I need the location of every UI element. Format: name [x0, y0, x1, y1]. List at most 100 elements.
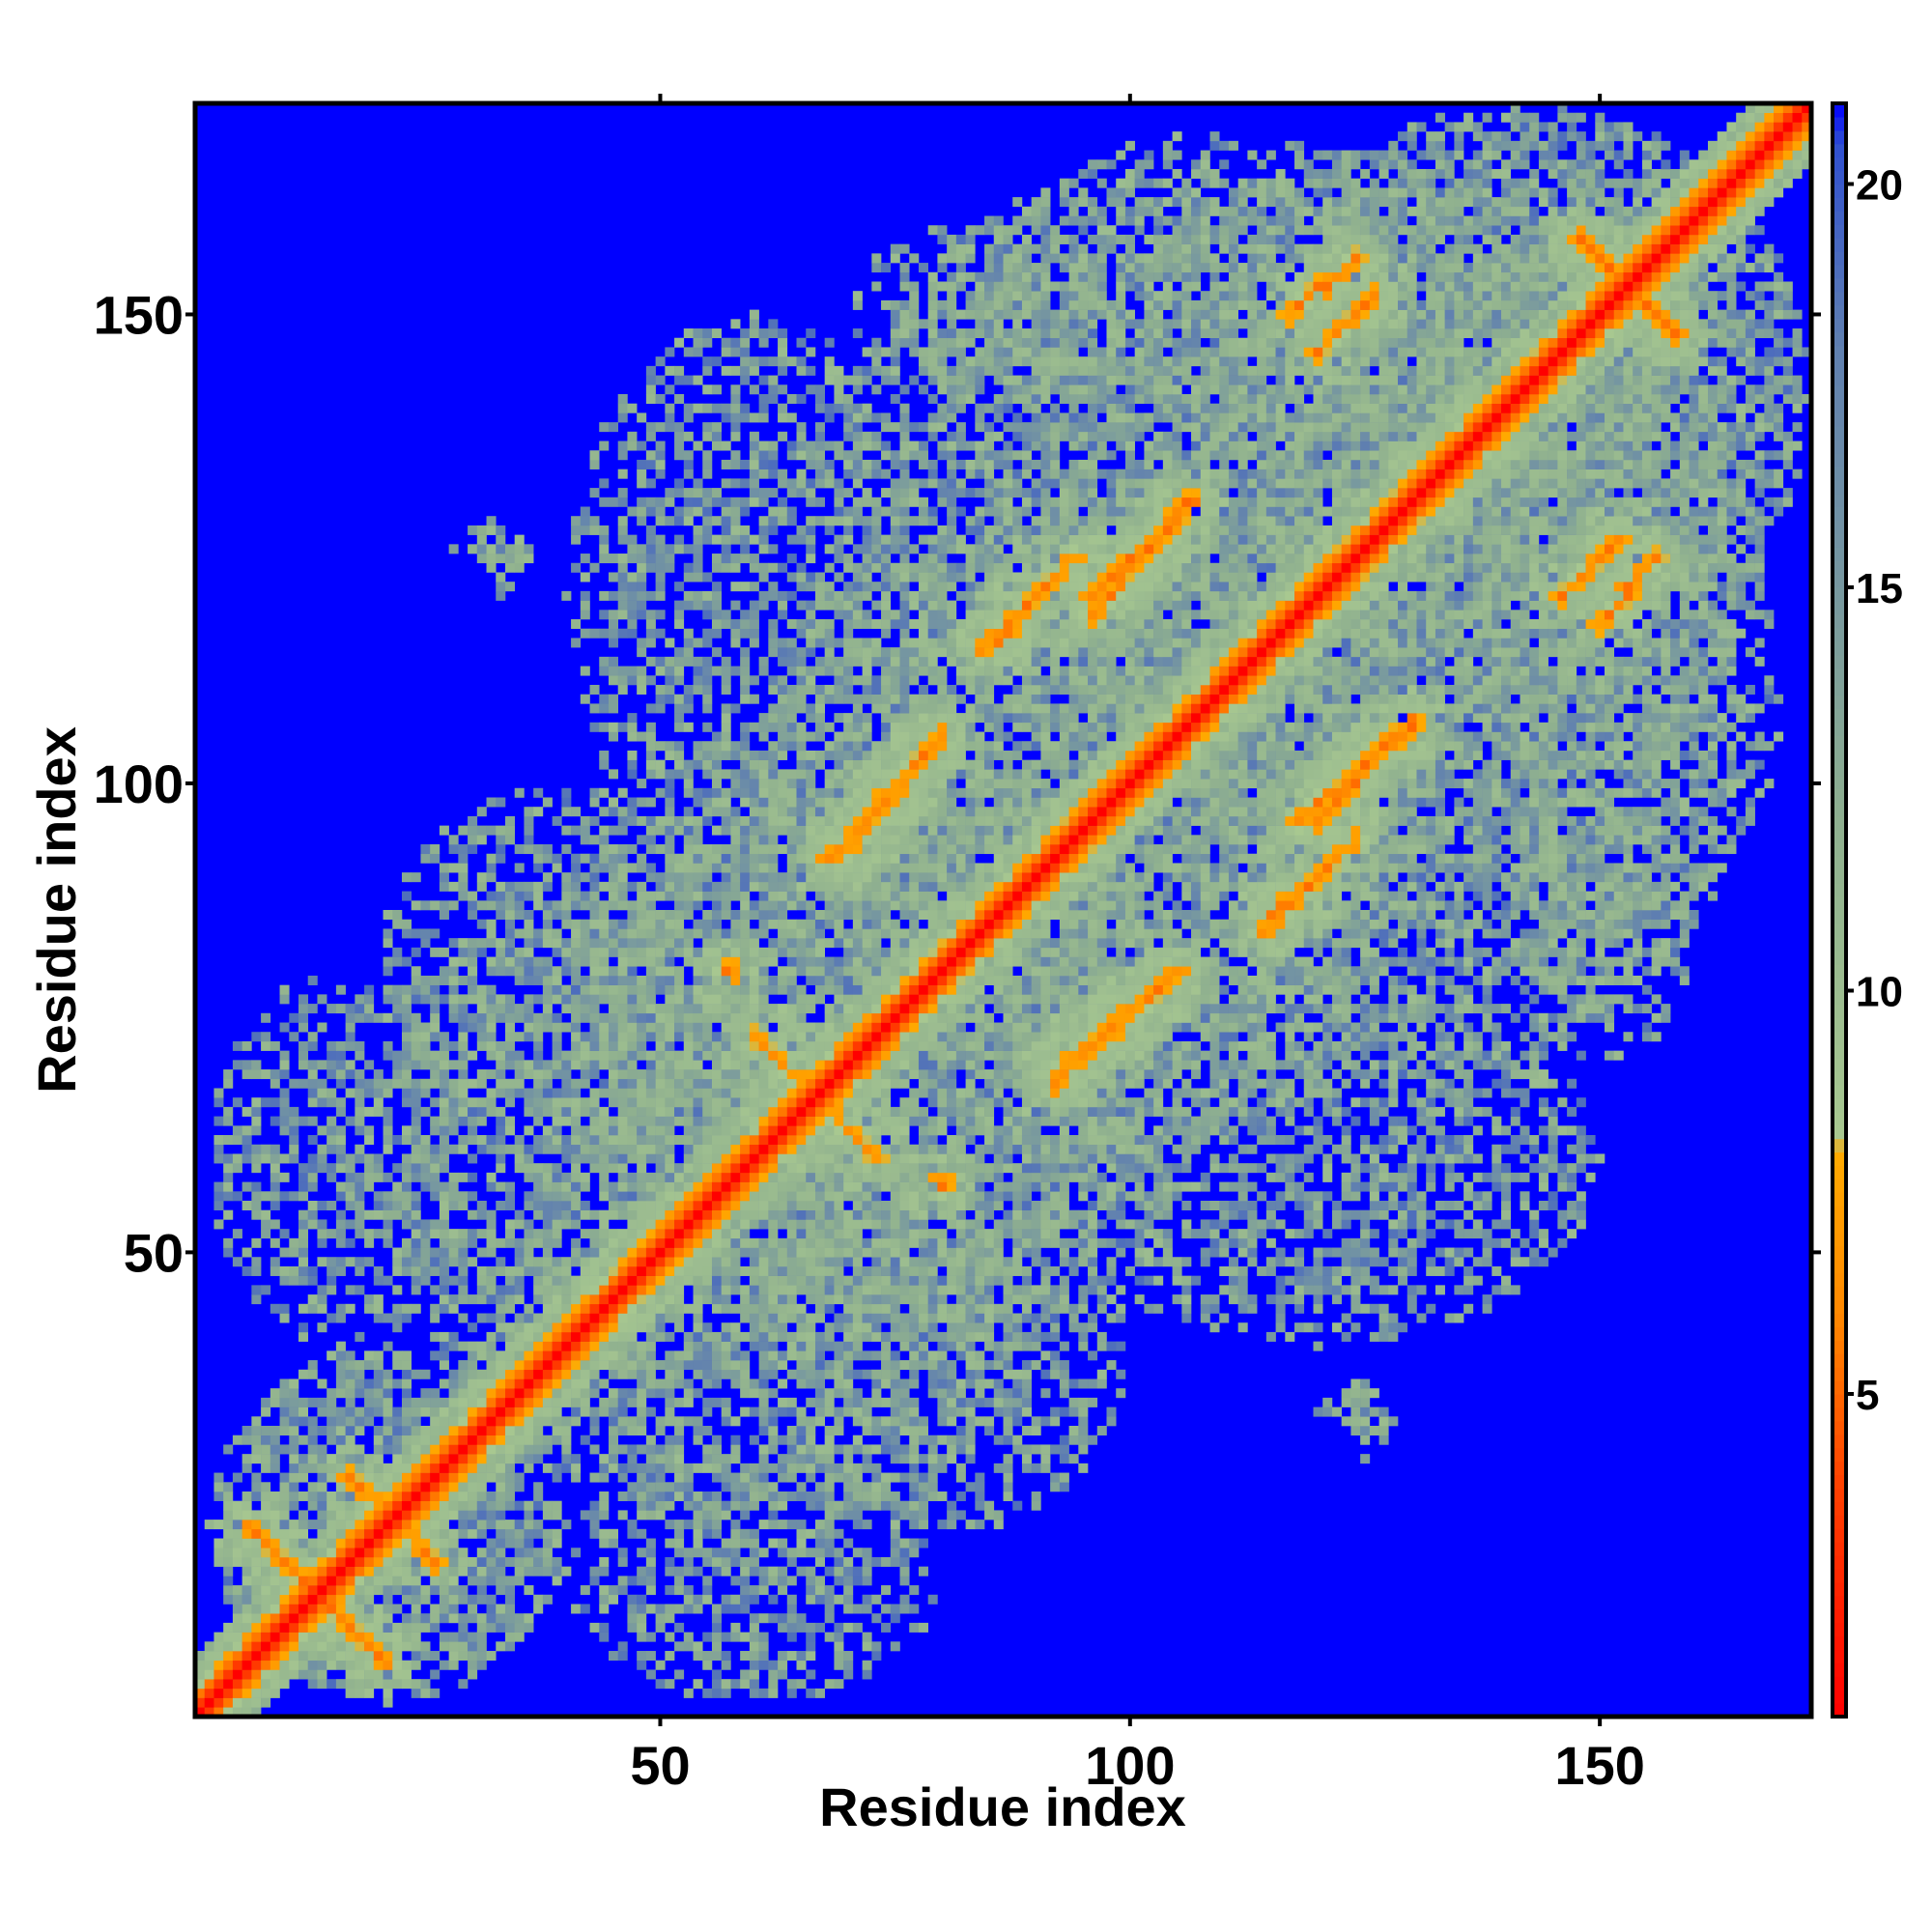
heatmap-cell [730, 825, 741, 836]
heatmap-cell [806, 910, 816, 921]
heatmap-cell [251, 1472, 262, 1483]
heatmap-cell [693, 835, 703, 845]
heatmap-cell [683, 1069, 694, 1080]
heatmap-cell [674, 1097, 685, 1108]
heatmap-cell [524, 825, 534, 836]
heatmap-cell [740, 1004, 751, 1014]
heatmap-cell [430, 1181, 440, 1192]
heatmap-cell [383, 1548, 393, 1558]
heatmap-cell [411, 975, 421, 985]
heatmap-cell [768, 787, 779, 798]
heatmap-cell [542, 938, 553, 949]
heatmap-cell [335, 1004, 346, 1014]
heatmap-cell [806, 1369, 816, 1379]
heatmap-cell [645, 525, 656, 535]
heatmap-cell [261, 1641, 271, 1652]
heatmap-cell [383, 1341, 393, 1351]
heatmap-cell [655, 610, 666, 620]
heatmap-cell [702, 1004, 713, 1014]
heatmap-cell [486, 1294, 497, 1305]
heatmap-cell [213, 1688, 224, 1698]
heatmap-cell [335, 1585, 346, 1596]
heatmap-cell [702, 1576, 713, 1586]
heatmap-cell [814, 1576, 825, 1586]
heatmap-cell [796, 844, 807, 855]
heatmap-cell [430, 1604, 440, 1614]
heatmap-cell [768, 1491, 779, 1501]
heatmap-cell [345, 1679, 355, 1690]
heatmap-cell [758, 1566, 769, 1577]
heatmap-cell [740, 722, 751, 732]
heatmap-cell [814, 1088, 825, 1098]
heatmap-cell [599, 750, 610, 760]
heatmap-cell [608, 1388, 619, 1399]
heatmap-cell [796, 1360, 807, 1371]
heatmap-cell [420, 1265, 431, 1276]
heatmap-cell [778, 347, 788, 357]
heatmap-cell [683, 1556, 694, 1567]
heatmap-cell [430, 1406, 440, 1417]
heatmap-cell [458, 1510, 469, 1520]
heatmap-cell [561, 1257, 572, 1267]
heatmap-cell [589, 1510, 600, 1520]
heatmap-cell [468, 1022, 478, 1033]
heatmap-cell [608, 422, 619, 433]
heatmap-cell [327, 1660, 337, 1670]
heatmap-cell [571, 1406, 582, 1417]
heatmap-cell [711, 928, 722, 939]
heatmap-cell [711, 1163, 722, 1174]
heatmap-cell [645, 1454, 656, 1464]
heatmap-cell [749, 638, 759, 648]
heatmap-cell [711, 1528, 722, 1539]
heatmap-cell [806, 815, 816, 826]
heatmap-cell [824, 1106, 835, 1117]
heatmap-cell [561, 1060, 572, 1070]
heatmap-cell [806, 1416, 816, 1427]
heatmap-cell [786, 694, 797, 704]
heatmap-cell [674, 1069, 685, 1080]
heatmap-cell [665, 815, 675, 826]
heatmap-cell [721, 347, 731, 357]
heatmap-cell [524, 966, 534, 977]
heatmap-cell [345, 1040, 355, 1051]
heatmap-cell [674, 694, 685, 704]
heatmap-cell [571, 1209, 582, 1220]
heatmap-cell [637, 910, 647, 921]
heatmap-cell [786, 506, 797, 517]
heatmap-cell [627, 1397, 638, 1407]
heatmap-cell [627, 1294, 638, 1305]
heatmap-cell [599, 1116, 610, 1126]
heatmap-cell [373, 1163, 384, 1174]
heatmap-cell [645, 1482, 656, 1492]
heatmap-cell [439, 1406, 449, 1417]
heatmap-cell [392, 1378, 403, 1389]
heatmap-cell [674, 769, 685, 780]
heatmap-cell [401, 1209, 412, 1220]
heatmap-cell [327, 1125, 337, 1136]
heatmap-cell [778, 1163, 788, 1174]
heatmap-cell [768, 1594, 779, 1605]
heatmap-cell [561, 1435, 572, 1445]
heatmap-cell [383, 1585, 393, 1596]
heatmap-cell [327, 1491, 337, 1501]
heatmap-cell [806, 1435, 816, 1445]
heatmap-cell [345, 1585, 355, 1596]
heatmap-cell [665, 554, 675, 564]
heatmap-cell [758, 534, 769, 545]
heatmap-cell [599, 928, 610, 939]
heatmap-cell [345, 1360, 355, 1371]
heatmap-cell [796, 1435, 807, 1445]
heatmap-cell [693, 1388, 703, 1399]
heatmap-cell [448, 1548, 459, 1558]
heatmap-cell [401, 1510, 412, 1520]
heatmap-cell [655, 1303, 666, 1314]
heatmap-cell [796, 365, 807, 376]
heatmap-cell [364, 1556, 375, 1567]
heatmap-cell [683, 1500, 694, 1511]
heatmap-cell [645, 1491, 656, 1501]
heatmap-cell [364, 1688, 375, 1698]
heatmap-cell [740, 1209, 751, 1220]
heatmap-cell [599, 1032, 610, 1042]
heatmap-cell [702, 1191, 713, 1202]
heatmap-cell [711, 534, 722, 545]
